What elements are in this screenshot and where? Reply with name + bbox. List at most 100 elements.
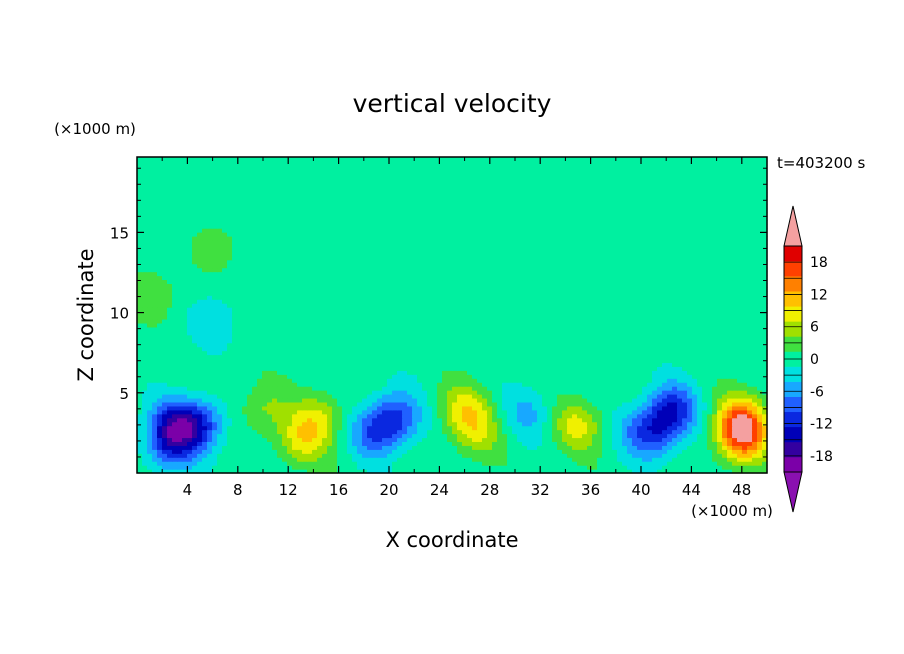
contour-cell: [487, 318, 493, 324]
contour-cell: [537, 425, 543, 431]
contour-cell: [207, 342, 213, 348]
contour-cell: [457, 394, 463, 399]
contour-cell: [747, 362, 753, 367]
contour-cell: [317, 405, 323, 411]
contour-cell: [582, 405, 588, 411]
contour-cell: [507, 390, 513, 395]
contour-cell: [757, 334, 763, 340]
contour-cell: [367, 386, 373, 391]
contour-cell: [242, 362, 248, 367]
contour-cell: [737, 390, 743, 395]
contour-cell: [162, 465, 168, 470]
contour-cell: [407, 405, 413, 411]
contour-cell: [267, 334, 273, 340]
contour-cell: [192, 445, 198, 450]
contour-cell: [412, 382, 418, 387]
contour-cell: [657, 358, 663, 363]
contour-cell: [322, 425, 328, 431]
contour-cell: [612, 358, 618, 363]
contour-cell: [542, 417, 548, 423]
contour-cell: [542, 334, 548, 340]
contour-cell: [627, 318, 633, 324]
contour-cell: [562, 318, 568, 324]
contour-cell: [637, 445, 643, 450]
contour-cell: [617, 413, 623, 419]
contour-cell: [372, 342, 378, 348]
contour-cell: [447, 429, 453, 435]
contour-cell: [742, 437, 748, 442]
contour-cell: [407, 457, 413, 462]
contour-cell: [522, 405, 528, 411]
contour-cell: [697, 318, 703, 324]
contour-cell: [272, 390, 278, 395]
contour-cell: [172, 469, 178, 474]
contour-cell: [512, 405, 518, 411]
contour-cell: [257, 409, 263, 415]
contour-cell: [442, 346, 448, 352]
contour-cell: [602, 394, 608, 399]
contour-cell: [757, 461, 763, 466]
contour-cell: [597, 457, 603, 462]
contour-cell: [327, 453, 333, 458]
contour-cell: [697, 386, 703, 391]
contour-cell: [512, 322, 518, 328]
contour-cell: [687, 429, 693, 435]
contour-cell: [517, 322, 523, 328]
contour-cell: [547, 354, 553, 360]
contour-cell: [227, 362, 233, 367]
contour-cell: [297, 326, 303, 332]
contour-cell: [622, 425, 628, 431]
contour-cell: [457, 366, 463, 371]
contour-cell: [187, 322, 193, 328]
contour-cell: [572, 405, 578, 411]
contour-cell: [357, 445, 363, 450]
contour-cell: [212, 437, 218, 442]
contour-cell: [527, 397, 533, 403]
contour-cell: [667, 425, 673, 431]
contour-cell: [332, 378, 338, 383]
contour-cell: [202, 441, 208, 446]
contour-cell: [267, 437, 273, 442]
contour-cell: [352, 425, 358, 431]
contour-cell: [607, 441, 613, 446]
contour-cell: [752, 358, 758, 363]
contour-cell: [157, 441, 163, 446]
contour-cell: [577, 362, 583, 367]
contour-cell: [232, 346, 238, 352]
contour-cell: [247, 401, 253, 407]
contour-cell: [242, 326, 248, 332]
contour-cell: [442, 334, 448, 340]
contour-cell: [762, 461, 768, 466]
contour-cell: [622, 453, 628, 458]
contour-cell: [297, 469, 303, 474]
contour-cell: [567, 445, 573, 450]
contour-cell: [492, 405, 498, 411]
contour-cell: [682, 382, 688, 387]
contour-cell: [677, 457, 683, 462]
contour-cell: [347, 382, 353, 387]
contour-cell: [462, 413, 468, 419]
contour-cell: [757, 417, 763, 423]
contour-cell: [317, 354, 323, 360]
contour-cell: [437, 362, 443, 367]
contour-cell: [652, 401, 658, 407]
contour-cell: [267, 469, 273, 474]
contour-cell: [722, 358, 728, 363]
contour-cell: [462, 354, 468, 360]
contour-cell: [577, 425, 583, 431]
contour-cell: [412, 449, 418, 454]
contour-cell: [232, 318, 238, 324]
contour-cell: [622, 429, 628, 435]
contour-cell: [427, 322, 433, 328]
contour-cell: [412, 433, 418, 439]
contour-cell: [737, 417, 743, 423]
contour-cell: [727, 409, 733, 415]
contour-cell: [282, 386, 288, 391]
contour-cell: [607, 378, 613, 383]
contour-cell: [162, 350, 168, 356]
contour-cell: [562, 374, 568, 379]
contour-cell: [592, 425, 598, 431]
contour-cell: [372, 417, 378, 423]
contour-cell: [432, 409, 438, 415]
contour-cell: [672, 338, 678, 344]
